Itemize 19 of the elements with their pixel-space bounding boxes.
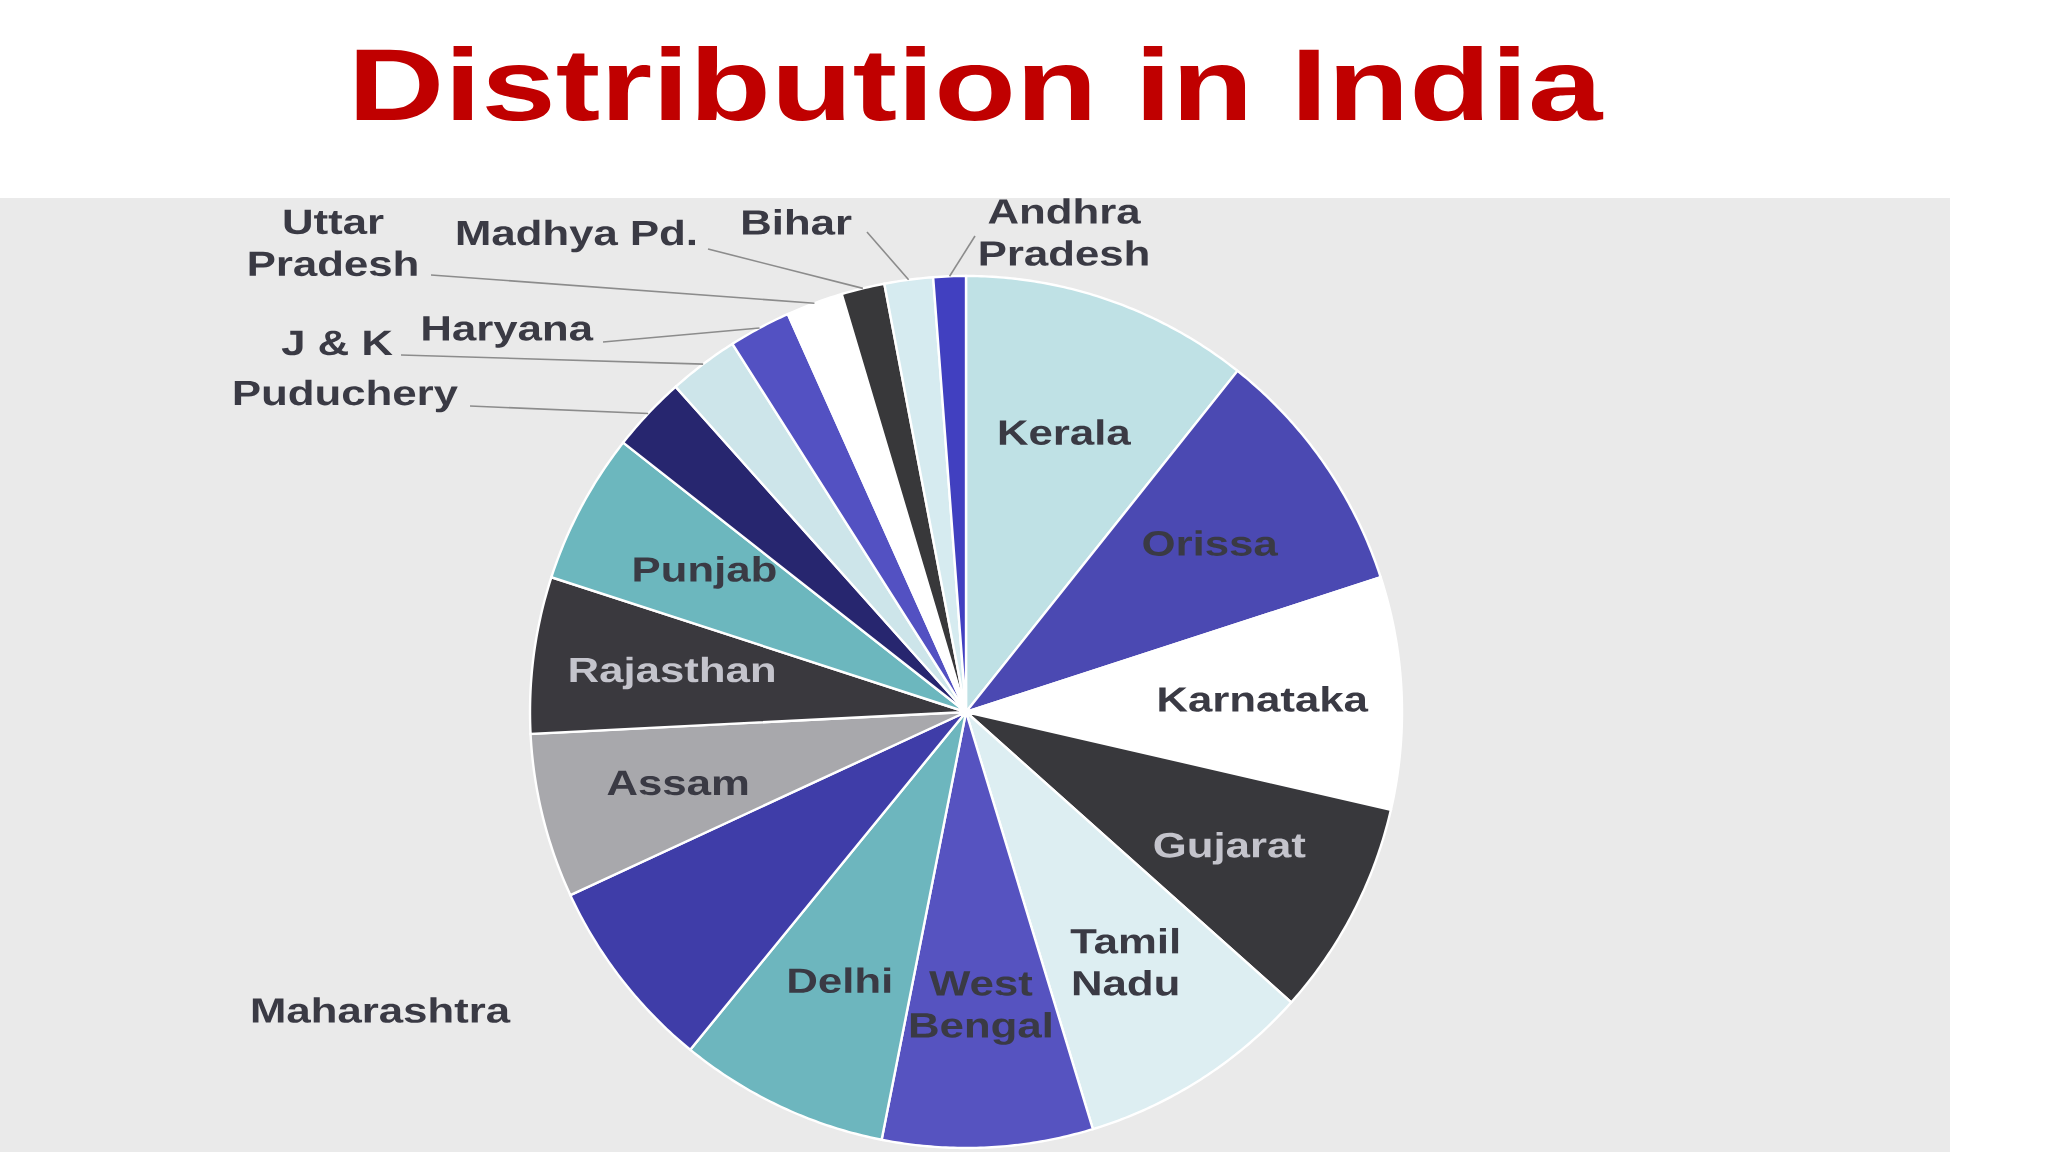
slice-label: Gujarat (1154, 831, 1306, 865)
slice-label: Andhra Pradesh (980, 198, 1148, 266)
slice-label: Assam (607, 770, 748, 796)
slice-label: Madhya Pd. (457, 219, 695, 253)
slice-label: Uttar Pradesh (249, 209, 417, 277)
slice-label: Rajasthan (570, 656, 774, 690)
slice-label: Maharashtra (252, 997, 511, 1023)
slice-label: Kerala (999, 419, 1131, 445)
slice-label: Punjab (634, 556, 776, 589)
slice-label: Orissa (1143, 530, 1279, 556)
slice-label: Haryana (423, 316, 594, 348)
chart-title: Distribution in India (356, 46, 1604, 121)
slice-label: Bihar (743, 209, 852, 235)
slice-label: Tamil Nadu (1070, 927, 1179, 996)
slice-label: J & K (281, 330, 393, 356)
slice-label: Karnataka (1159, 686, 1369, 712)
slice-label: Delhi (789, 967, 891, 994)
slice-label: West Bengal (910, 971, 1051, 1045)
slice-label: Puduchery (234, 379, 458, 413)
